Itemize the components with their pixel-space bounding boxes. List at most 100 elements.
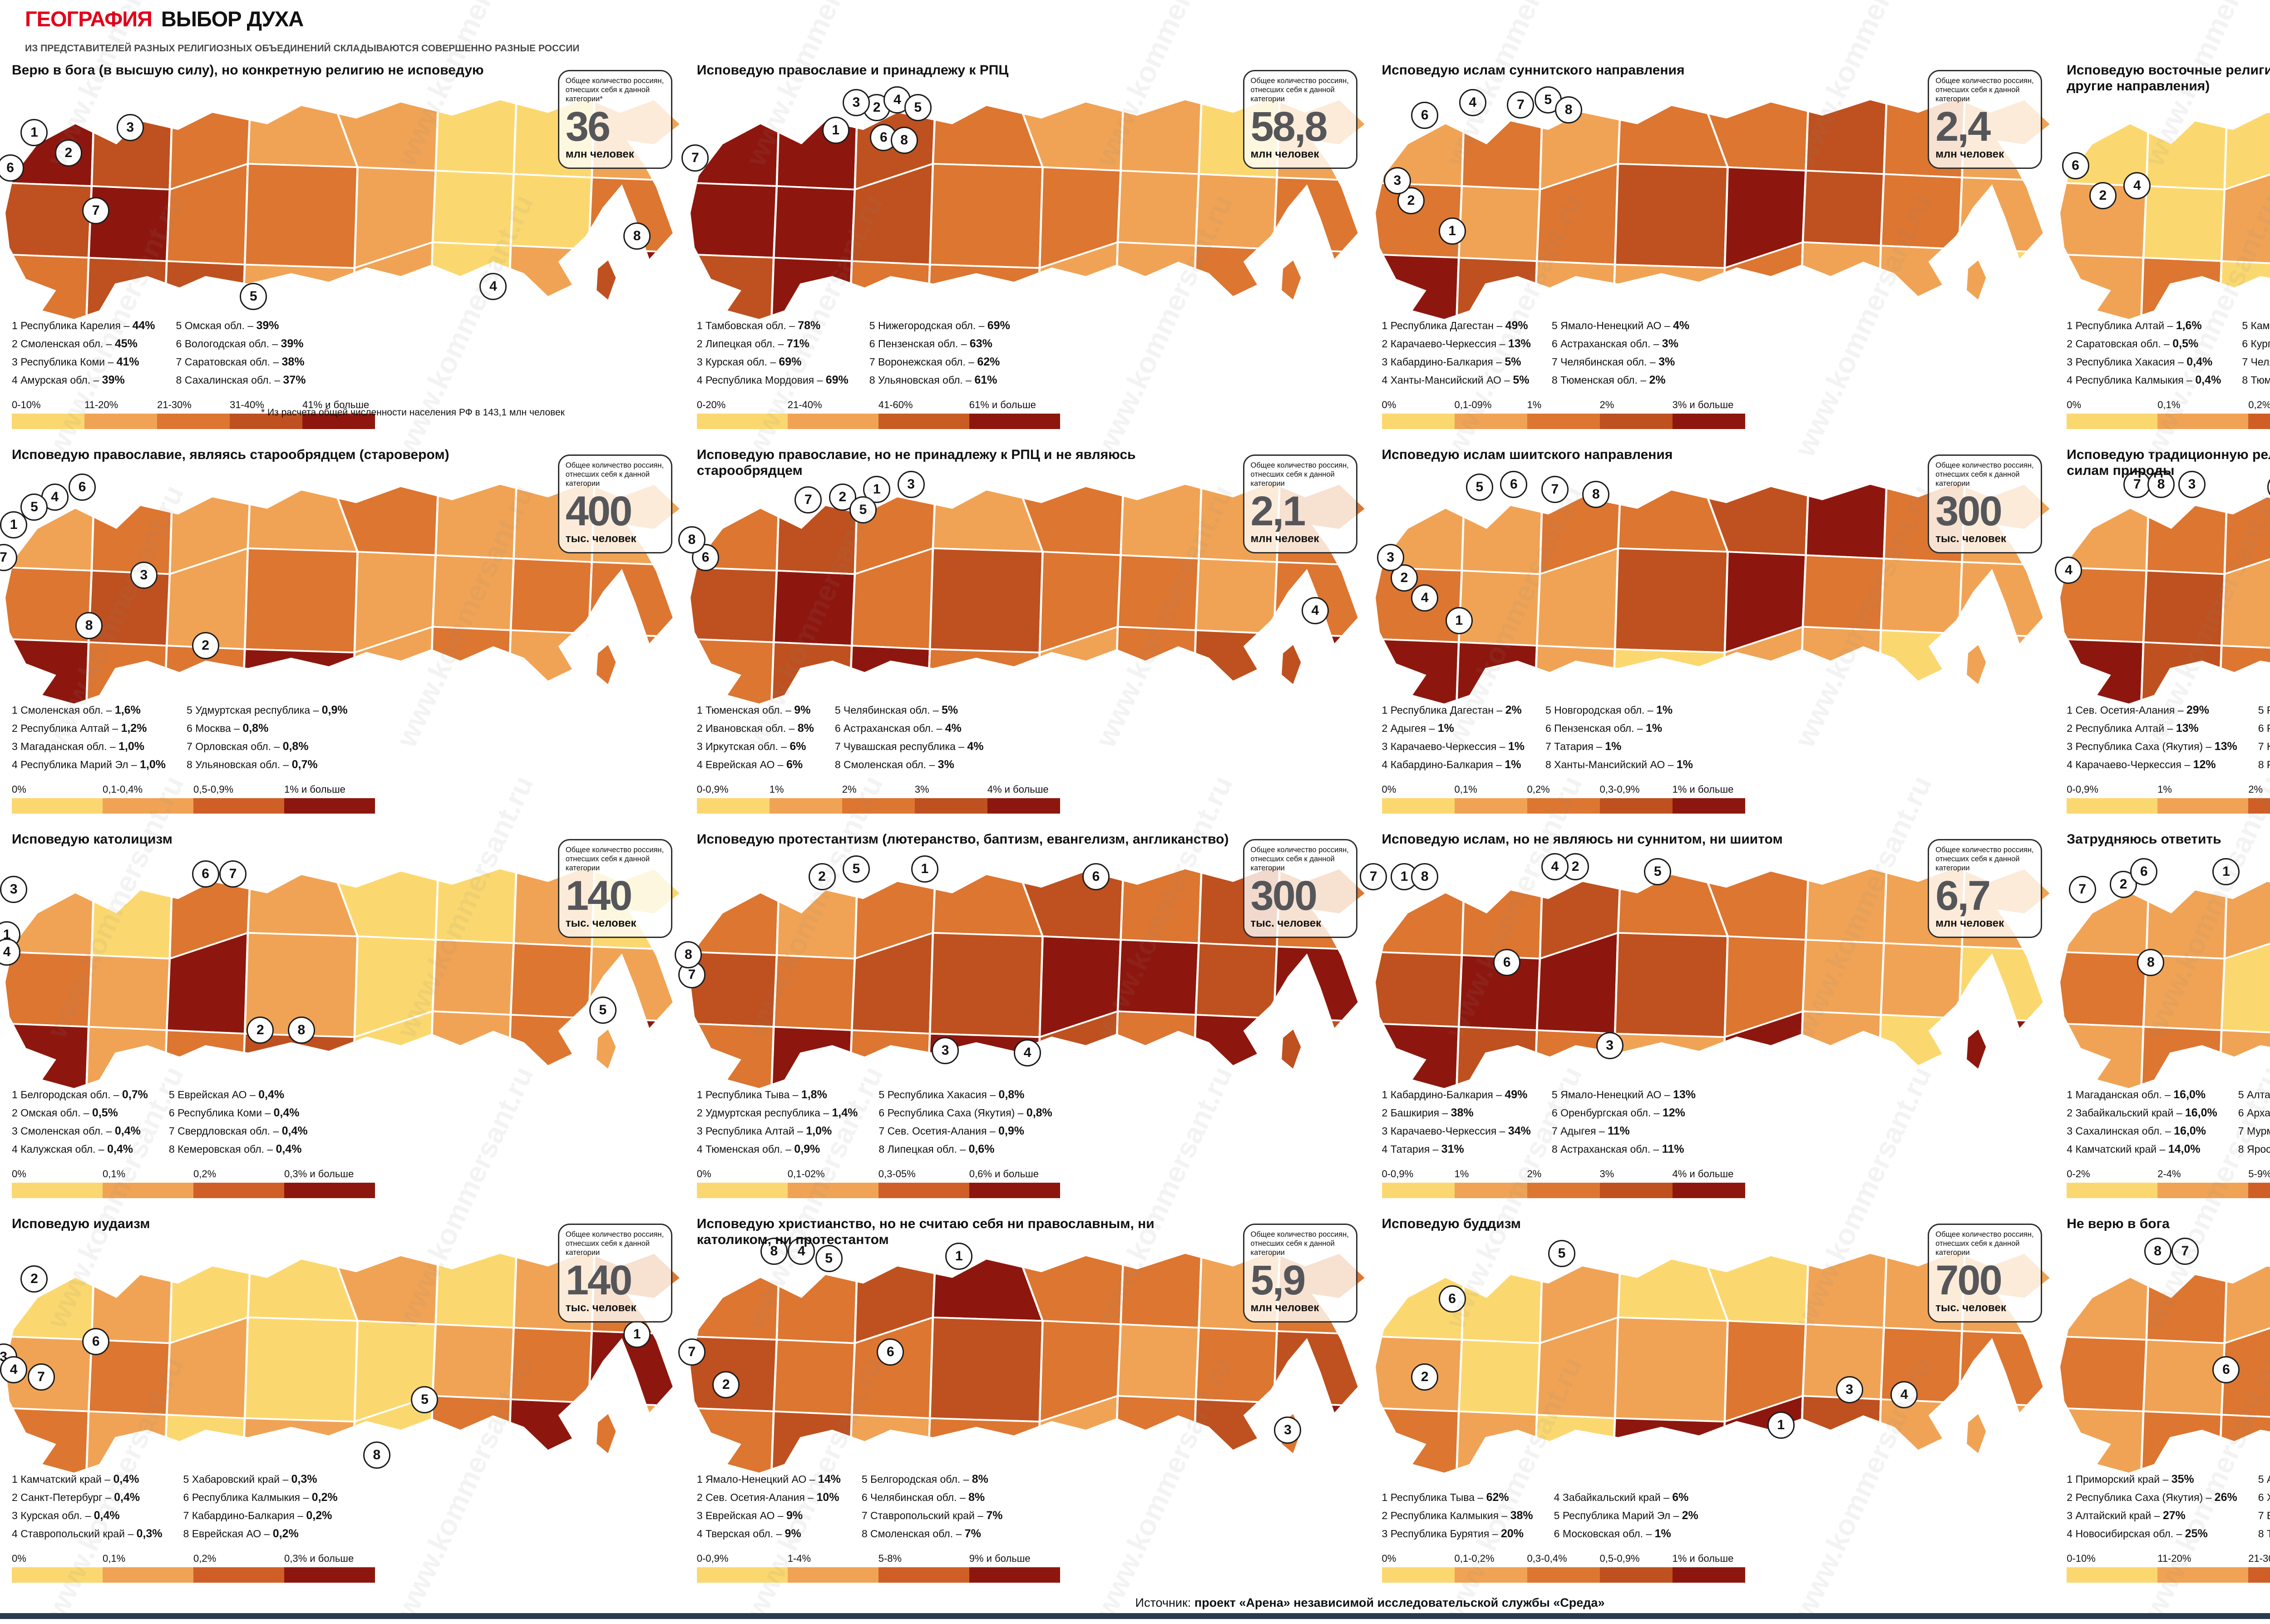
- region-list-item: 2 Карачаево-Черкессия – 13%: [1382, 337, 1531, 350]
- region-list-item: 8 Ульяновская обл. – 61%: [869, 374, 997, 386]
- region-callout-1: 1: [2212, 858, 2240, 885]
- region-callout-1: 1: [945, 1242, 973, 1270]
- region-list: 1 Республика Карелия – 44% 2 Смоленская о…: [12, 316, 306, 389]
- region-list: 1 Камчатский край – 0,4% 2 Санкт-Петербур…: [12, 1470, 338, 1543]
- region-callout-2: 2: [808, 863, 836, 890]
- legend-swatch: [1527, 1183, 1600, 1198]
- legend-label: 0-20%: [696, 399, 726, 410]
- region-list-item: 6 Вологодская обл. – 39%: [176, 337, 304, 350]
- region-list-item: 5 Удмуртская республика – 0,9%: [187, 704, 348, 716]
- region-callout-7: 7: [27, 1363, 55, 1391]
- map-region: [90, 483, 174, 575]
- region-list-item: 2 Республика Алтай – 13%: [2067, 722, 2199, 735]
- legend-label: 0,3% и больше: [284, 1168, 354, 1180]
- map-region: [932, 98, 1044, 168]
- region-list-col2: 5 Амурская обл. – 24% 6 Хабаровский край …: [2258, 1470, 2270, 1543]
- region-list: 1 Кабардино-Балкария – 49% 2 Башкирия – 3…: [1382, 1086, 1696, 1158]
- region-list-item: 5 Камчатский край – 0,4%: [2242, 320, 2270, 331]
- page-title: ВЫБОР ДУХА: [161, 7, 304, 31]
- region-list-item: 4 Амурская обл. – 39%: [12, 374, 125, 386]
- region-list-item: 4 Еврейская АО – 6%: [696, 758, 803, 771]
- legend-item: 0,2%: [193, 1553, 284, 1583]
- map-region: [428, 1010, 512, 1088]
- region-callout-5: 5: [815, 1245, 843, 1273]
- badge-total-unit: млн человек: [1250, 1301, 1319, 1314]
- region-callout-5: 5: [1644, 858, 1672, 885]
- legend-swatch: [878, 1183, 969, 1198]
- map-region: [772, 1338, 856, 1416]
- legend-label: 0,3% и больше: [284, 1553, 354, 1564]
- region-list-col1: 1 Кабардино-Балкария – 49% 2 Башкирия – 3…: [1382, 1086, 1531, 1158]
- region-list-item: 8 Ульяновская обл. – 0,7%: [187, 758, 318, 771]
- legend-label: 2%: [2248, 784, 2263, 795]
- map-panel: Исповедую восточные религии и духовные п…: [2055, 58, 2270, 443]
- map-region: [2221, 1316, 2270, 1419]
- map-region: [1804, 1252, 1888, 1329]
- region-list-item: 6 Курганская обл. – 0,4%: [2242, 338, 2270, 350]
- region-list-item: 2 Башкирия – 38%: [1382, 1106, 1474, 1119]
- region-list-item: 1 Магаданская обл. – 16,0%: [2067, 1088, 2206, 1101]
- legend-item: 0,1-0,2%: [1454, 1553, 1527, 1583]
- badge-note: Общее количество россиян, отнесших себя …: [1250, 461, 1349, 488]
- map-panel: Верю в бога (в высшую силу), но конкретн…: [0, 58, 685, 443]
- map-region: [1119, 483, 1203, 560]
- map-region: [1617, 867, 1729, 938]
- badge-note: Общее количество россиян, отнесших себя …: [1935, 461, 2034, 488]
- map-region: [1614, 1316, 1729, 1423]
- region-list-item: 6 Оренбургская обл. – 12%: [1551, 1106, 1685, 1119]
- legend-item: 0,3% и больше: [284, 1168, 375, 1198]
- legend-item: 0,3-05%: [878, 1168, 969, 1198]
- region-callout-7: 7: [82, 197, 110, 225]
- legend-label: 0,3-0,9%: [1599, 784, 1640, 795]
- map-region: [928, 932, 1044, 1038]
- region-list-item: 1 Республика Дагестан – 49%: [1382, 319, 1528, 332]
- legend-swatch: [193, 1183, 284, 1198]
- panels-grid: Верю в бога (в высшую силу), но конкретн…: [0, 58, 2270, 1596]
- region-list-item: 2 Смоленская обл. – 45%: [12, 337, 138, 350]
- region-list-item: 3 Республика Алтай – 1,0%: [696, 1125, 832, 1137]
- map-region: [1113, 1395, 1197, 1473]
- region-list: 1 Белгородская обл. – 0,7% 2 Омская обл. …: [12, 1086, 308, 1158]
- region-callout-4: 4: [1411, 584, 1439, 612]
- region-list-item: 1 Приморский край – 35%: [2067, 1473, 2194, 1486]
- map-region: [1119, 867, 1203, 944]
- map-region: [2060, 951, 2148, 1028]
- region-list-item: 4 Калужская обл. – 0,4%: [12, 1143, 133, 1155]
- region-list-item: 6 Республика Саха (Якутия) – 0,8%: [878, 1106, 1052, 1119]
- region-list-item: 3 Республика Коми – 41%: [12, 355, 139, 368]
- legend-swatch: [2248, 1183, 2270, 1198]
- legend-item: 41-60%: [878, 399, 969, 429]
- region-callout-6: 6: [877, 1338, 904, 1366]
- total-badge: Общее количество россиян, отнесших себя …: [558, 70, 672, 169]
- region-list-item: 6 Архангельская обл. – 11,7%: [2238, 1107, 2270, 1119]
- legend-label: 1% и больше: [1672, 1553, 1734, 1564]
- panel-title: Исповедую православие, являясь старообря…: [12, 447, 449, 462]
- region-list-item: 4 Республика Мордовия – 69%: [696, 374, 849, 386]
- legend-item: 11-20%: [84, 399, 157, 429]
- region-list-item: 8 Тюменская обл. – 2%: [1551, 374, 1666, 386]
- map-region: [772, 185, 856, 262]
- region-callout-7: 7: [678, 1338, 706, 1366]
- region-list-item: 2 Республика Саха (Якутия) – 26%: [2067, 1491, 2237, 1504]
- map-region: [690, 566, 778, 643]
- legend-label: 0-0,9%: [696, 1553, 729, 1564]
- region-list-col2: 5 Удмуртская республика – 0,9% 6 Москва –…: [187, 701, 348, 774]
- legend-label: 0,2%: [193, 1168, 217, 1180]
- map-region: [1194, 173, 1278, 250]
- legend-label: 2%: [1527, 1168, 1542, 1180]
- region-callout-8: 8: [287, 1017, 315, 1044]
- map-panel: Затрудняюсь ответить Общее количество ро…: [2055, 827, 2270, 1212]
- map-region: [928, 547, 1044, 654]
- region-callout-2: 2: [54, 139, 82, 167]
- map-region: [1617, 1252, 1729, 1322]
- region-callout-4: 4: [2055, 556, 2082, 584]
- legend-swatch: [1382, 414, 1455, 429]
- region-list-col2: 5 Алтайский край – 12,5% 6 Архангельская …: [2238, 1086, 2270, 1158]
- badge-total-unit: тыс. человек: [565, 1301, 637, 1314]
- badge-total-unit: тыс. человек: [565, 917, 637, 929]
- color-scale-legend: 0-0,9% 1% 2% 3% 4% и больше: [1382, 1168, 1745, 1198]
- region-list-item: 1 Белгородская обл. – 0,7%: [12, 1088, 148, 1101]
- legend-label: 21-30%: [2248, 1553, 2270, 1564]
